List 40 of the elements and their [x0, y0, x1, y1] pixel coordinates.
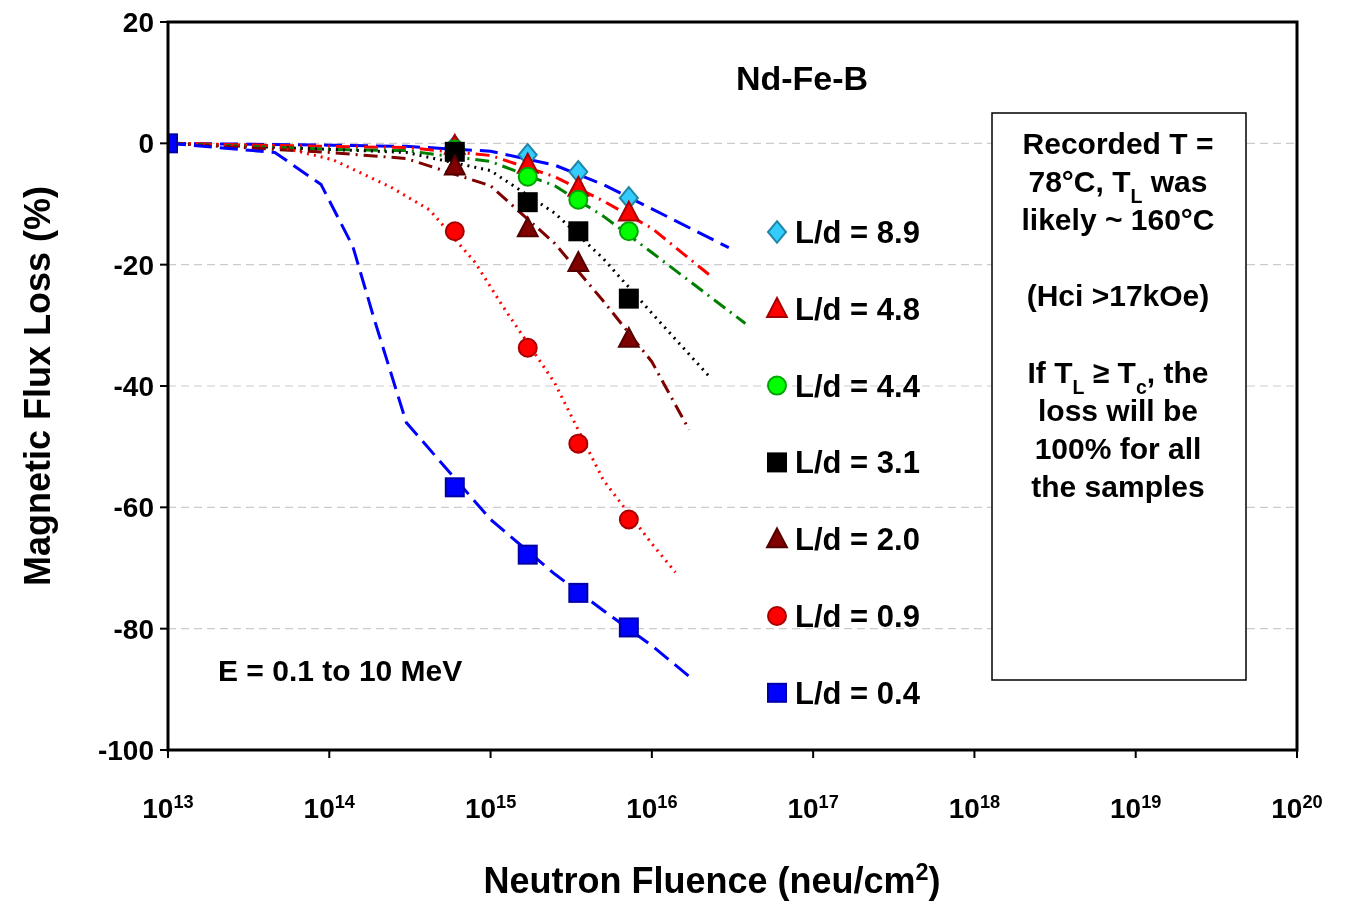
- legend-label: L/d = 8.9: [795, 215, 920, 250]
- legend-label: L/d = 4.4: [795, 368, 921, 404]
- point: [618, 509, 639, 530]
- legend-label: L/d = 3.1: [795, 445, 920, 481]
- point: [568, 433, 589, 454]
- y-tick-label: -80: [113, 613, 154, 645]
- y-tick-label: -100: [97, 735, 154, 766]
- x-axis-title: Neutron Fluence (neu/cm$^{2}$): [483, 859, 941, 901]
- legend-label: L/d = 4.8: [795, 291, 920, 327]
- point: [568, 221, 589, 242]
- x-tick-label: 10$^{20}$: [1271, 792, 1323, 824]
- point: [517, 337, 538, 358]
- y-tick-label: -40: [113, 371, 154, 402]
- y-axis-title: Magnetic Flux Loss (%): [17, 185, 58, 587]
- point: [517, 192, 538, 213]
- x-tick-label: 10$^{19}$: [1110, 792, 1162, 824]
- legend-label: L/d = 2.0: [795, 522, 920, 558]
- x-tick-label: 10$^{18}$: [948, 792, 1001, 824]
- x-tick-label: 10$^{16}$: [626, 792, 678, 824]
- x-tick-label: 10$^{14}$: [303, 792, 356, 824]
- text: Nd-Fe-B: [735, 59, 869, 97]
- y-tick-label: -20: [113, 249, 154, 281]
- y-tick-label: 20: [122, 7, 154, 38]
- y-tick-label: 0: [138, 128, 154, 160]
- annotation: E = 0.1 to 10 MeV: [218, 654, 463, 687]
- point: [517, 166, 538, 187]
- point: [617, 326, 640, 348]
- point: [617, 200, 640, 222]
- point: [516, 216, 539, 238]
- text: Recorded T = 78°C, T$_{L}$ was likely ~ 160°C (Hci >17kOe) If T$_{L}$ ≥ T$_{c}$, the loss will be 100% for all the samples: [1021, 127, 1215, 503]
- point: [567, 251, 590, 272]
- legend-label: L/d = 0.9: [795, 599, 920, 634]
- y-tick-label: -60: [113, 492, 154, 524]
- point: [618, 288, 639, 309]
- point: [568, 189, 589, 210]
- legend-label: L/d = 0.4: [795, 675, 921, 711]
- x-tick-label: 10$^{15}$: [464, 792, 517, 824]
- x-tick-label: 10$^{13}$: [142, 792, 194, 824]
- x-tick-label: 10$^{17}$: [787, 792, 839, 824]
- point: [618, 221, 639, 242]
